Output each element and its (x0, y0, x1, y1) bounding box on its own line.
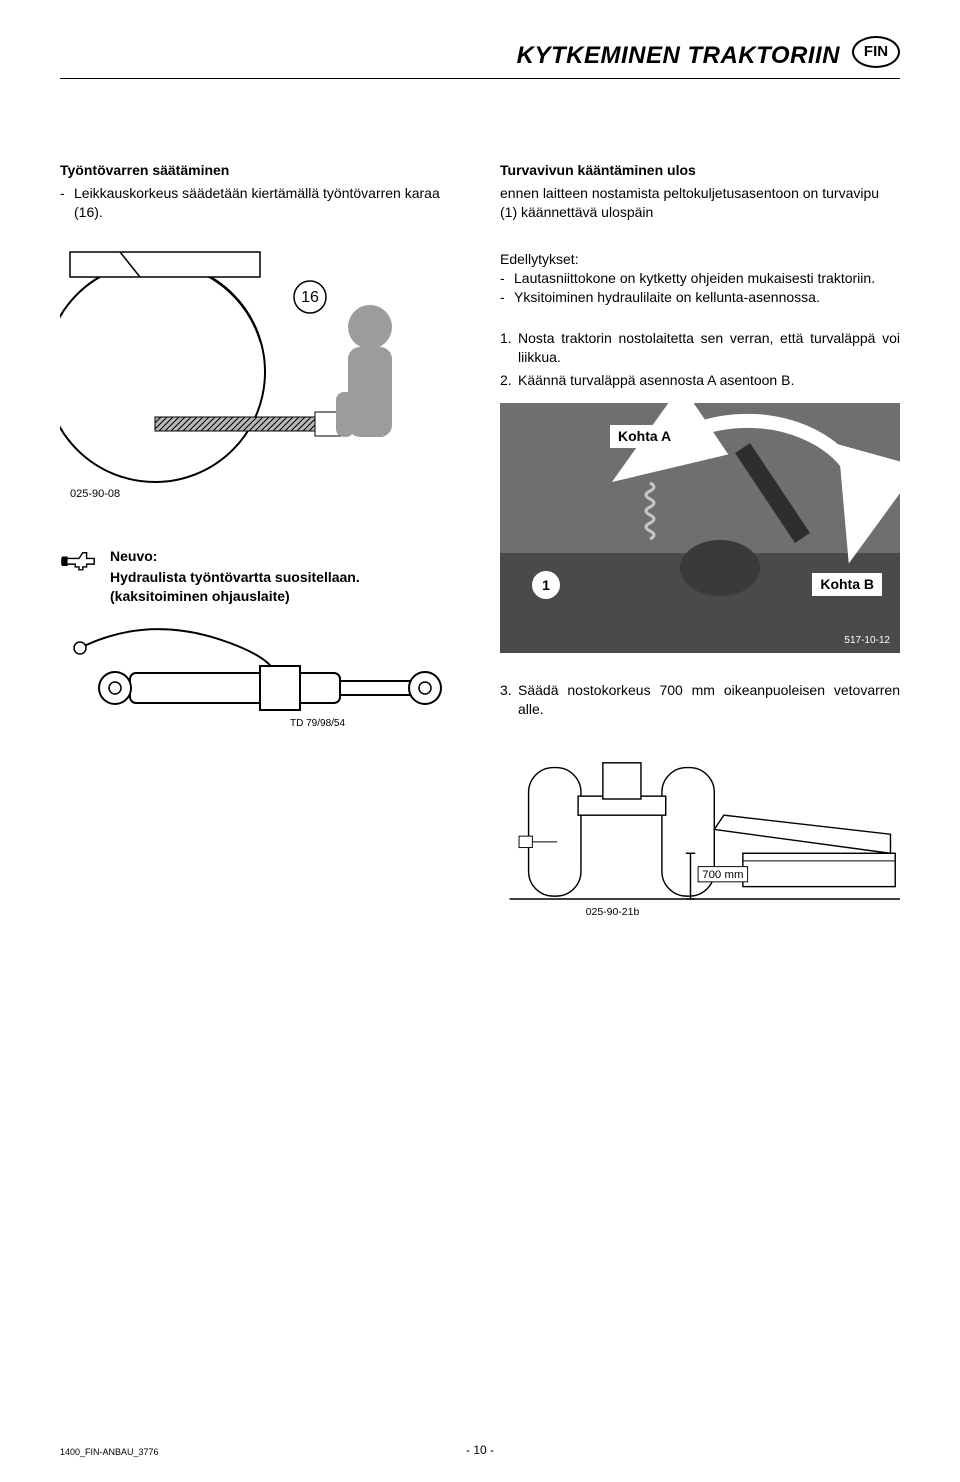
right-column: Turvavivun kääntäminen ulos ennen laitte… (500, 161, 900, 954)
pre1: Lautasniittokone on kytketty ohjeiden mu… (514, 269, 875, 288)
list-item: 2. Käännä turvaläppä asennosta A asentoo… (500, 371, 900, 390)
right-h2: Edellytykset: (500, 250, 900, 269)
list-item: 3. Säädä nostokorkeus 700 mm oikeanpuole… (500, 681, 900, 719)
step3: Säädä nostokorkeus 700 mm oikeanpuoleise… (518, 681, 900, 719)
dash-icon: - (60, 184, 74, 222)
left-li1: Leikkauskorkeus säädetään kiertämällä ty… (74, 184, 460, 222)
safety-lever-photo: Kohta A Kohta B 1 517-10-12 (500, 403, 900, 653)
left-column: Työntövarren säätäminen - Leikkauskorkeu… (60, 161, 460, 954)
step-number: 3. (500, 681, 518, 719)
list-item: 1. Nosta traktorin nostolaitetta sen ver… (500, 329, 900, 367)
step2: Käännä turvaläppä asennosta A asentoon B… (518, 371, 794, 390)
diagram2-caption: TD 79/98/54 (290, 718, 345, 729)
footer-docid: 1400_FIN-ANBAU_3776 (60, 1446, 159, 1458)
tip-label: Neuvo: (110, 547, 360, 566)
rear-700mm-svg: 700 mm 025-90-21b (500, 739, 900, 929)
step-number: 1. (500, 329, 518, 367)
list-item: - Lautasniittokone on kytketty ohjeiden … (500, 269, 900, 288)
page-header: KYTKEMINEN TRAKTORIIN FIN (60, 40, 900, 91)
header-rule (60, 78, 900, 79)
dash-icon: - (500, 269, 514, 288)
tractor-person-svg: 16 (60, 242, 460, 502)
language-badge: FIN (852, 36, 900, 68)
right-p1: ennen laitteen nostamista peltokuljetusa… (500, 184, 900, 222)
diagram1-caption: 025-90-08 (70, 488, 120, 500)
step1: Nosta traktorin nostolaitetta sen verran… (518, 329, 900, 367)
footer-pagenum: - 10 - (466, 1442, 494, 1458)
pre2: Yksitoiminen hydraulilaite on kellunta-a… (514, 288, 820, 307)
right-heading: Turvavivun kääntäminen ulos (500, 161, 900, 180)
header-title: KYTKEMINEN TRAKTORIIN (60, 40, 900, 72)
diagram-700mm: 700 mm 025-90-21b (500, 739, 900, 934)
diagram3-caption: 025-90-21b (586, 907, 640, 918)
step-number: 2. (500, 371, 518, 390)
tip-block: Neuvo: Hydraulista työntövartta suositel… (60, 547, 460, 606)
list-item: - Yksitoiminen hydraulilaite on kellunta… (500, 288, 900, 307)
diagram-hydraulic-link: TD 79/98/54 (60, 618, 460, 743)
dimension-700mm: 700 mm (702, 869, 743, 881)
page-footer: 1400_FIN-ANBAU_3776 - 10 - (60, 1446, 900, 1458)
photo-ref: 517-10-12 (844, 634, 890, 648)
photo-label-a: Kohta A (610, 425, 679, 448)
diagram-tractor-person: 16 (60, 242, 460, 507)
hydraulic-link-svg: TD 79/98/54 (60, 618, 460, 738)
circle-16-text: 16 (301, 289, 319, 306)
tip-line1: Hydraulista työntövartta suositellaan. (110, 568, 360, 587)
pointing-hand-icon (60, 547, 98, 580)
tip-line2: (kaksitoiminen ohjauslaite) (110, 587, 360, 606)
photo-label-b: Kohta B (812, 573, 882, 596)
left-heading: Työntövarren säätäminen (60, 161, 460, 180)
dash-icon: - (500, 288, 514, 307)
list-item: - Leikkauskorkeus säädetään kiertämällä … (60, 184, 460, 222)
